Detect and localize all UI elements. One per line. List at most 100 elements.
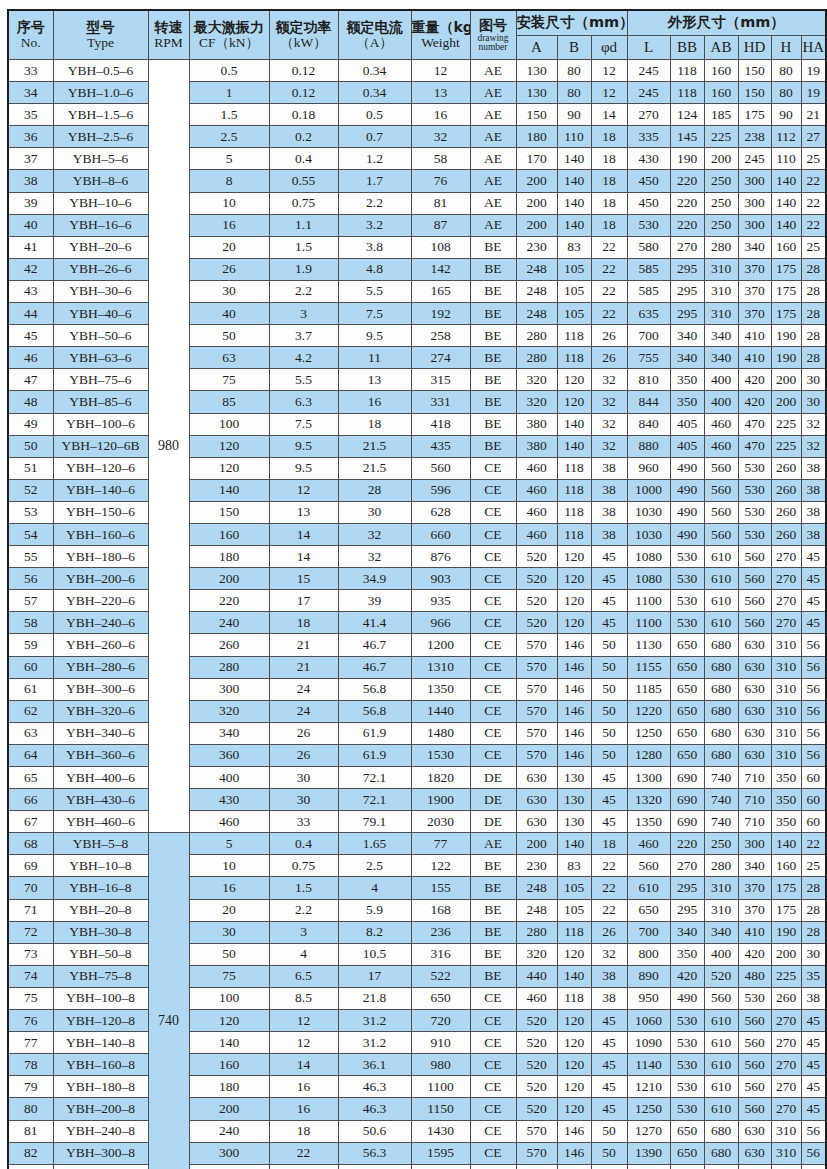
- cell-AB: 310: [704, 899, 738, 921]
- cell-cf_kn: 160: [189, 523, 269, 545]
- header-outline-group: 外形尺寸（mm）: [627, 10, 826, 36]
- cell-weight_kg: 628: [411, 501, 470, 523]
- cell-cf_kn: 240: [189, 612, 269, 634]
- cell-current_a: 9.5: [338, 325, 411, 347]
- cell-drawing_no: CE: [470, 523, 516, 545]
- cell-L: 1220: [627, 700, 670, 722]
- cell-L: 1100: [627, 590, 670, 612]
- cell-no: 48: [8, 391, 53, 413]
- table-row: 72YBH–30–83038.2236BE2801182670034034041…: [8, 921, 826, 943]
- cell-AB: 250: [704, 833, 738, 855]
- cell-HD: 370: [738, 258, 771, 280]
- cell-B: 105: [557, 258, 591, 280]
- cell-phi_d: 22: [591, 899, 627, 921]
- cell-BB: 270: [670, 236, 704, 258]
- cell-current_a: 7.5: [338, 303, 411, 325]
- cell-H: 175: [771, 258, 801, 280]
- cell-cf_kn: 5: [189, 148, 269, 170]
- cell-L: 1080: [627, 546, 670, 568]
- cell-drawing_no: CE: [470, 546, 516, 568]
- cell-AB: 310: [704, 877, 738, 899]
- cell-cf_kn: 320: [189, 700, 269, 722]
- cell-H: 350: [771, 767, 801, 789]
- cell-current_a: 21.5: [338, 457, 411, 479]
- cell-HA: 56: [801, 678, 826, 700]
- cell-BB: 530: [670, 1076, 704, 1098]
- cell-no: 66: [8, 789, 53, 811]
- cell-type: YBH–26–6: [53, 258, 148, 280]
- cell-A: 248: [516, 280, 557, 302]
- cell-type: YBH–85–6: [53, 391, 148, 413]
- cell-weight_kg: 87: [411, 214, 470, 236]
- cell-B: 120: [557, 943, 591, 965]
- cell-HD: 410: [738, 347, 771, 369]
- cell-HA: 56: [801, 656, 826, 678]
- cell-B: 146: [557, 700, 591, 722]
- cell-phi_d: 45: [591, 1010, 627, 1032]
- cell-A: 570: [516, 678, 557, 700]
- cell-A: 630: [516, 811, 557, 833]
- cell-weight_kg: 910: [411, 1032, 470, 1054]
- cell-power_kw: 3: [269, 921, 338, 943]
- cell-phi_d: 26: [591, 325, 627, 347]
- cell-HA: 28: [801, 347, 826, 369]
- cell-current_a: 0.7: [338, 126, 411, 148]
- cell-phi_d: 50: [591, 1120, 627, 1142]
- cell-weight_kg: 876: [411, 546, 470, 568]
- cell-H: 160: [771, 236, 801, 258]
- cell-cf_kn: 16: [189, 877, 269, 899]
- cell-power_kw: 0.55: [269, 170, 338, 192]
- cell-H: 175: [771, 899, 801, 921]
- cell-BB: 690: [670, 811, 704, 833]
- cell-no: 61: [8, 678, 53, 700]
- cell-phi_d: 32: [591, 943, 627, 965]
- cell-AB: 680: [704, 1142, 738, 1164]
- cell-type: YBH–340–6: [53, 722, 148, 744]
- table-row: 53YBH–150–61501330628CE46011838103049056…: [8, 501, 826, 523]
- cell-AB: 610: [704, 612, 738, 634]
- cell-L: 270: [627, 104, 670, 126]
- cell-AB: 460: [704, 435, 738, 457]
- cell-HD: 420: [738, 391, 771, 413]
- cell-AB: 680: [704, 700, 738, 722]
- cell-phi_d: 32: [591, 435, 627, 457]
- cell-power_kw: 1.5: [269, 236, 338, 258]
- cell-phi_d: 22: [591, 303, 627, 325]
- table-row: 46YBH–63–6634.211274BE280118267553403404…: [8, 347, 826, 369]
- table-row: 50YBH–120–6B1209.521.5435BE3801403288040…: [8, 435, 826, 457]
- cell-no: 68: [8, 833, 53, 855]
- cell-drawing_no: BE: [470, 435, 516, 457]
- table-row: 70YBH–16–8161.54155BE2481052261029531037…: [8, 877, 826, 899]
- header-drawing: 图号 drawing number: [470, 10, 516, 60]
- header-col-BB: BB: [670, 36, 704, 60]
- cell-AB: 225: [704, 126, 738, 148]
- cell-weight_kg: 258: [411, 325, 470, 347]
- table-row: 66YBH–430–64303072.11900DE63013045132069…: [8, 789, 826, 811]
- cell-A: 460: [516, 501, 557, 523]
- cell-A: 320: [516, 369, 557, 391]
- cell-A: 200: [516, 214, 557, 236]
- cell-BB: 650: [670, 634, 704, 656]
- cell-B: 140: [557, 833, 591, 855]
- cell-H: 310: [771, 1120, 801, 1142]
- cell-B: 120: [557, 1010, 591, 1032]
- cell-L: 1450: [627, 1164, 670, 1169]
- cell-no: 58: [8, 612, 53, 634]
- cell-no: 62: [8, 700, 53, 722]
- cell-no: 83: [8, 1164, 53, 1169]
- cell-A: 200: [516, 192, 557, 214]
- cell-B: 118: [557, 457, 591, 479]
- cell-current_a: 31.2: [338, 1032, 411, 1054]
- cell-current_a: 41.4: [338, 612, 411, 634]
- header-install-zh: 安装尺寸（mm）: [517, 14, 627, 31]
- cell-power_kw: 12: [269, 479, 338, 501]
- cell-cf_kn: 200: [189, 568, 269, 590]
- cell-H: 140: [771, 833, 801, 855]
- cell-AB: 610: [704, 1010, 738, 1032]
- cell-HD: 530: [738, 479, 771, 501]
- cell-BB: 530: [670, 590, 704, 612]
- cell-BB: 650: [670, 700, 704, 722]
- cell-A: 520: [516, 546, 557, 568]
- table-row: 69YBH–10–8100.752.5122BE2308322560270280…: [8, 855, 826, 877]
- cell-B: 105: [557, 303, 591, 325]
